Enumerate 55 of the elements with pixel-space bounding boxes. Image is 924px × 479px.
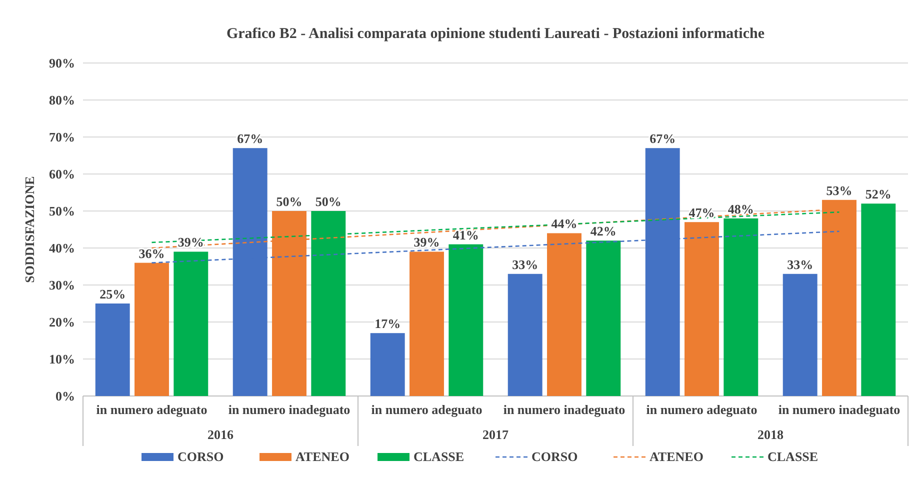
y-tick-label: 20% <box>49 314 75 330</box>
data-label: 33% <box>512 256 538 272</box>
y-axis-title: SODDISFAZIONE <box>22 176 37 283</box>
data-label: 39% <box>414 234 440 250</box>
data-label: 50% <box>276 194 302 209</box>
bar <box>547 233 582 396</box>
x-tick-label: in numero adeguato <box>96 402 208 417</box>
data-label: 25% <box>100 286 126 302</box>
bar <box>861 204 896 396</box>
legend-label: CLASSE <box>414 449 464 464</box>
x-tick-label: in numero inadeguato <box>503 402 626 417</box>
x-tick-label: in numero inadeguato <box>228 402 350 417</box>
x-tick-label: in numero adeguato <box>646 402 758 417</box>
bar <box>134 262 169 396</box>
data-label: 36% <box>138 246 165 261</box>
legend-label: CLASSE <box>768 449 818 464</box>
bar <box>508 274 542 396</box>
data-label: 47% <box>688 205 715 220</box>
text: 2016 <box>208 427 234 442</box>
legend-label: ATENEO <box>650 449 704 464</box>
bar <box>410 252 444 396</box>
bar <box>782 274 818 396</box>
data-label: 67% <box>237 131 264 146</box>
y-tick-label: 70% <box>49 130 75 145</box>
y-tick-label: 90% <box>49 56 75 71</box>
chart-title: Grafico B2 - Analisi comparata opinione studenti Laureati - Postazioni informatiche <box>226 26 765 42</box>
data-label: 33% <box>787 256 814 272</box>
data-label: 53% <box>826 182 852 198</box>
text: 2018 <box>758 427 784 442</box>
bar <box>370 333 405 396</box>
y-tick-label: 60% <box>49 166 75 182</box>
y-tick-label: 0% <box>56 388 75 404</box>
data-label: 17% <box>374 316 401 332</box>
x-tick-label: in numero inadeguato <box>778 402 900 417</box>
y-tick-label: 50% <box>49 204 75 219</box>
bar <box>448 244 484 396</box>
bar <box>174 252 208 396</box>
y-tick-label: 10% <box>49 352 75 367</box>
legend-label: ATENEO <box>296 449 350 464</box>
data-label: 48% <box>728 201 754 216</box>
legend-label: CORSO <box>178 449 224 464</box>
text: 2017 <box>482 427 509 442</box>
data-label: 67% <box>650 131 676 146</box>
y-tick-label: 80% <box>49 92 75 108</box>
x-tick-label: in numero adeguato <box>371 402 482 417</box>
data-label: 50% <box>315 194 342 209</box>
y-tick-label: 40% <box>49 240 75 256</box>
data-label: 41% <box>452 227 479 242</box>
data-label: 42% <box>590 224 616 239</box>
y-tick-label: 30% <box>49 278 75 293</box>
legend-label: CORSO <box>532 449 578 464</box>
bar <box>95 304 130 396</box>
data-label: 52% <box>865 186 892 202</box>
bar <box>684 222 719 396</box>
bar <box>586 240 621 396</box>
